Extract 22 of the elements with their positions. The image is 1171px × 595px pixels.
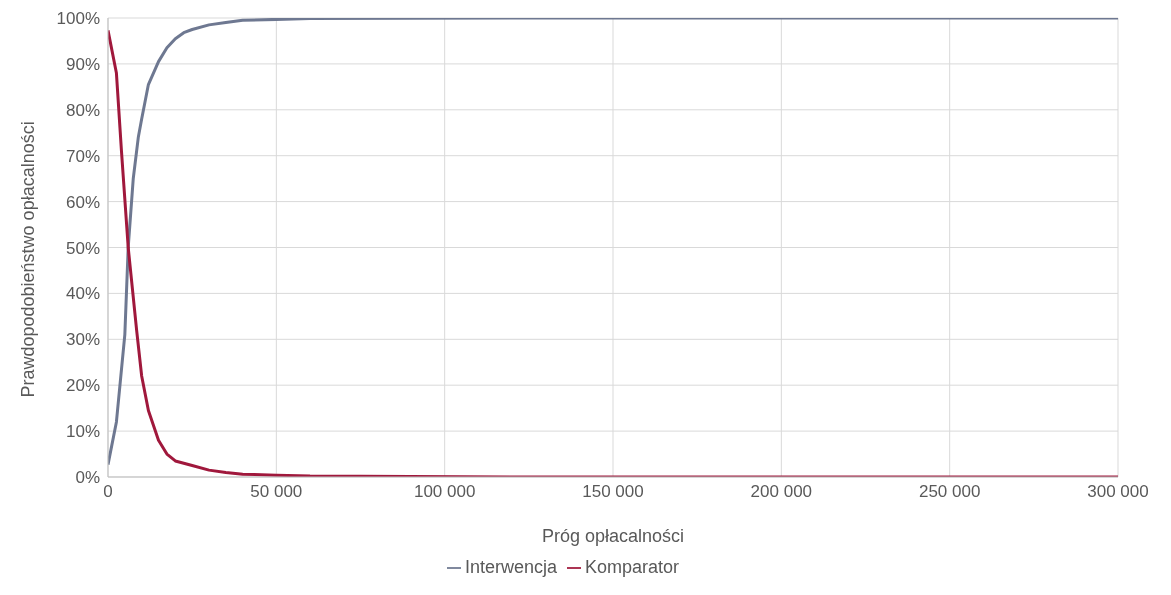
- x-tick-label: 100 000: [413, 482, 476, 502]
- x-tick-label: 300 000: [1087, 482, 1149, 502]
- y-tick-label: 30%: [65, 330, 100, 350]
- x-tick-label: 250 000: [918, 482, 981, 502]
- y-tick-label: 60%: [65, 192, 100, 212]
- y-tick-label: 40%: [65, 284, 100, 304]
- y-axis-title: Prawdopodobieństwo opłacalności: [18, 121, 39, 398]
- y-tick-label: 10%: [65, 422, 100, 442]
- y-tick-label: 70%: [65, 146, 100, 166]
- y-tick-label: 50%: [65, 238, 100, 258]
- legend-label: Interwencja: [464, 557, 557, 577]
- x-tick-label: 150 000: [582, 482, 644, 502]
- y-tick-label: 90%: [65, 54, 100, 74]
- y-tick-label: 20%: [65, 376, 100, 396]
- y-tick-label: 0%: [75, 468, 100, 488]
- x-axis-title: Próg opłacalności: [541, 526, 685, 546]
- legend-label: Komparator: [585, 557, 680, 577]
- y-tick-label: 80%: [65, 100, 100, 120]
- y-tick-label: 100%: [56, 9, 100, 29]
- x-tick-label: 50 000: [250, 482, 303, 502]
- x-tick-label: 200 000: [750, 482, 813, 502]
- x-tick-label: 0: [103, 482, 113, 502]
